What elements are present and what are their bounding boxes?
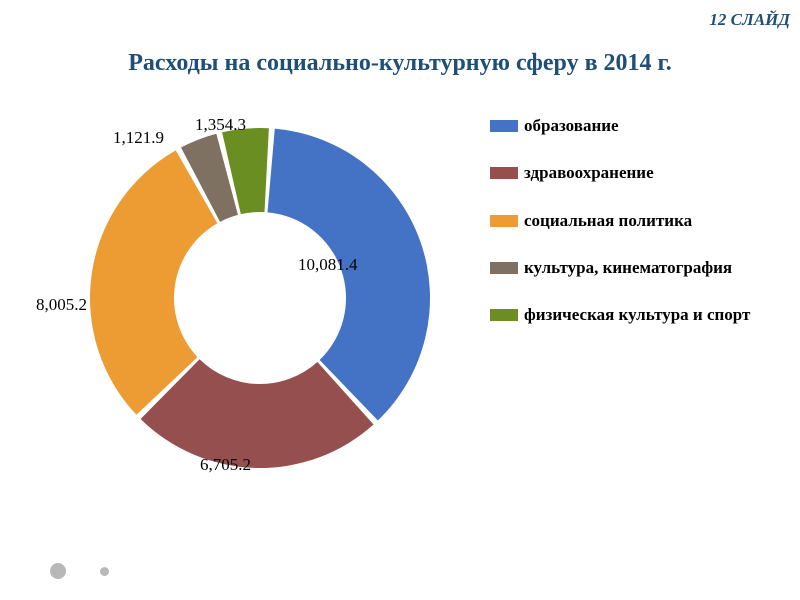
legend-item: физическая культура и спорт [490,304,780,325]
data-label: 1,121.9 [113,128,164,148]
data-label: 8,005.2 [36,295,87,315]
dot-icon [100,567,109,576]
legend-item: здравоохранение [490,162,780,183]
legend-label: социальная политика [524,210,692,231]
legend-swatch [490,262,518,274]
legend-label: культура, кинематография [524,257,732,278]
legend-item: социальная политика [490,210,780,231]
data-label: 10,081.4 [298,255,358,275]
footer-dots [50,562,139,580]
legend-swatch [490,215,518,227]
legend-label: здравоохранение [524,162,654,183]
legend-label: образование [524,115,619,136]
dot-icon [50,563,66,579]
legend-label: физическая культура и спорт [524,304,750,325]
page-title: Расходы на социально-культурную сферу в … [0,50,800,77]
data-label: 6,705.2 [200,455,251,475]
legend-swatch [490,167,518,179]
slide-number: 12 СЛАЙД [709,10,790,30]
legend-swatch [490,309,518,321]
legend-swatch [490,120,518,132]
legend-item: культура, кинематография [490,257,780,278]
doughnut-chart [70,108,450,488]
data-label: 1,354.3 [195,115,246,135]
legend: образование здравоохранение социальная пол… [490,115,780,351]
legend-item: образование [490,115,780,136]
